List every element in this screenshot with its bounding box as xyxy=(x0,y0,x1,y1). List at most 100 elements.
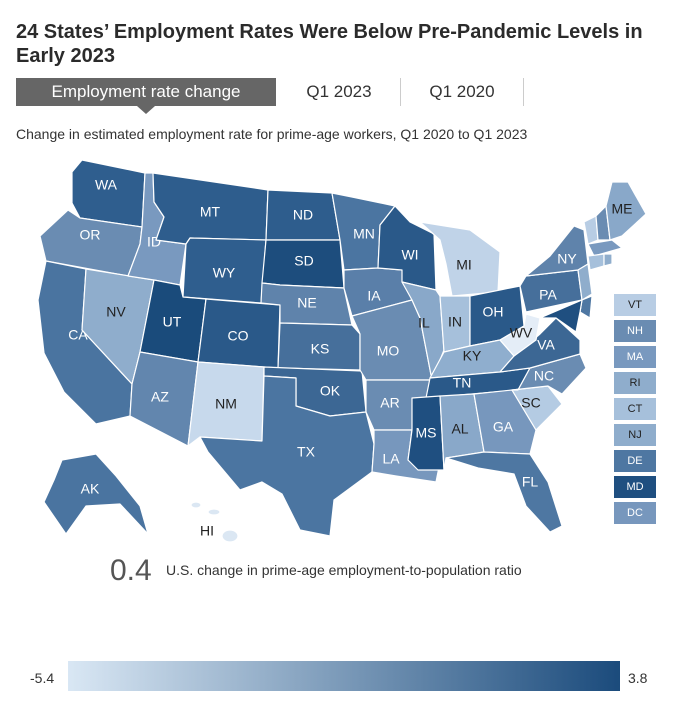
svg-text:AR: AR xyxy=(380,395,399,411)
svg-text:WY: WY xyxy=(213,265,236,281)
state-IN[interactable]: IN xyxy=(439,295,471,353)
svg-text:KS: KS xyxy=(311,341,330,357)
legend-min-label: -5.4 xyxy=(30,670,55,686)
svg-text:VT: VT xyxy=(628,299,642,311)
svg-text:ND: ND xyxy=(293,207,313,223)
svg-text:VA: VA xyxy=(537,337,555,353)
svg-text:DE: DE xyxy=(627,455,642,467)
svg-text:MO: MO xyxy=(377,343,400,359)
svg-text:CO: CO xyxy=(228,328,249,344)
small-state-box-MA[interactable]: MA xyxy=(614,346,656,368)
svg-text:NM: NM xyxy=(215,396,237,412)
chart-title: 24 States’ Employment Rates Were Below P… xyxy=(16,21,643,67)
svg-text:OK: OK xyxy=(320,383,341,399)
svg-text:WV: WV xyxy=(510,325,533,341)
state-CO[interactable]: CO xyxy=(197,298,281,369)
svg-text:PA: PA xyxy=(539,287,557,303)
small-state-box-DE[interactable]: DE xyxy=(614,450,656,472)
svg-text:AL: AL xyxy=(451,421,468,437)
small-state-box-DC[interactable]: DC xyxy=(614,502,656,524)
svg-text:WA: WA xyxy=(95,177,118,193)
state-TX[interactable]: TX xyxy=(199,375,375,537)
svg-text:NC: NC xyxy=(534,368,554,384)
state-NM[interactable]: NM xyxy=(187,361,265,447)
tab-employment-rate-change[interactable]: Employment rate change xyxy=(16,78,276,106)
state-MS[interactable]: MS xyxy=(407,395,445,471)
svg-text:TX: TX xyxy=(297,444,316,460)
state-NJ[interactable] xyxy=(577,263,593,301)
small-state-box-NJ[interactable]: NJ xyxy=(614,424,656,446)
tab-divider xyxy=(523,78,524,106)
state-WI[interactable]: WI xyxy=(377,205,437,291)
state-AL[interactable]: AL xyxy=(439,393,485,471)
svg-text:MI: MI xyxy=(456,257,472,273)
svg-text:RI: RI xyxy=(630,377,641,389)
svg-text:MT: MT xyxy=(200,204,221,220)
state-MD[interactable] xyxy=(539,299,583,333)
svg-text:DC: DC xyxy=(627,507,643,519)
svg-text:FL: FL xyxy=(522,474,539,490)
small-state-box-CT[interactable]: CT xyxy=(614,398,656,420)
svg-text:LA: LA xyxy=(382,451,400,467)
svg-text:NH: NH xyxy=(627,325,643,337)
state-SD[interactable]: SD xyxy=(261,239,345,289)
svg-text:UT: UT xyxy=(163,314,182,330)
small-state-box-VT[interactable]: VT xyxy=(614,294,656,316)
state-ND[interactable]: ND xyxy=(265,189,341,241)
tab-q1-2023[interactable]: Q1 2023 xyxy=(306,82,372,101)
small-states-legend: VT NH MA RI CT NJ DE MD xyxy=(614,294,656,524)
state-ME[interactable]: ME xyxy=(605,181,647,241)
svg-text:SD: SD xyxy=(294,253,313,269)
state-MT[interactable]: MT xyxy=(152,172,269,245)
svg-text:MA: MA xyxy=(627,351,644,363)
state-WA[interactable]: WA xyxy=(71,159,146,228)
state-CT[interactable] xyxy=(587,253,605,271)
state-KS[interactable]: KS xyxy=(277,322,361,371)
svg-text:AK: AK xyxy=(81,481,100,497)
state-MA[interactable] xyxy=(587,239,623,257)
legend-max-label: 3.8 xyxy=(628,670,648,686)
state-WY[interactable]: WY xyxy=(182,237,267,304)
state-FL[interactable]: FL xyxy=(445,451,563,533)
svg-text:IN: IN xyxy=(448,314,462,330)
color-scale-bar xyxy=(68,661,620,691)
state-HI[interactable]: HI xyxy=(190,501,239,543)
small-state-box-RI[interactable]: RI xyxy=(614,372,656,394)
svg-text:TN: TN xyxy=(453,375,472,391)
svg-text:ME: ME xyxy=(612,201,633,217)
us-change-caption: U.S. change in prime-age employment-to-p… xyxy=(166,562,522,578)
small-state-box-NH[interactable]: NH xyxy=(614,320,656,342)
svg-text:NJ: NJ xyxy=(628,429,641,441)
svg-text:OH: OH xyxy=(483,304,504,320)
svg-text:NE: NE xyxy=(297,295,316,311)
active-tab-pointer xyxy=(137,106,155,114)
state-RI[interactable] xyxy=(603,253,613,267)
chart-subtitle: Change in estimated employment rate for … xyxy=(16,126,528,142)
state-NE[interactable]: NE xyxy=(260,282,353,326)
svg-text:IA: IA xyxy=(367,288,381,304)
state-AZ[interactable]: AZ xyxy=(129,351,199,447)
svg-text:IL: IL xyxy=(418,315,430,331)
small-state-box-MD[interactable]: MD xyxy=(614,476,656,498)
svg-text:MS: MS xyxy=(416,425,437,441)
svg-text:WI: WI xyxy=(401,247,418,263)
svg-text:NV: NV xyxy=(106,304,126,320)
svg-text:HI: HI xyxy=(200,523,214,539)
state-MI[interactable]: MI xyxy=(419,221,501,297)
state-NY[interactable]: NY xyxy=(525,225,589,277)
svg-text:SC: SC xyxy=(521,395,540,411)
svg-text:CT: CT xyxy=(628,403,643,415)
svg-text:KY: KY xyxy=(463,348,482,364)
svg-text:NY: NY xyxy=(557,251,577,267)
svg-text:AZ: AZ xyxy=(151,389,169,405)
svg-text:GA: GA xyxy=(493,419,514,435)
svg-text:MD: MD xyxy=(626,481,643,493)
tab-q1-2020[interactable]: Q1 2020 xyxy=(429,82,495,101)
state-GA[interactable]: GA xyxy=(473,389,537,455)
svg-text:OR: OR xyxy=(80,227,101,243)
state-AK[interactable]: AK xyxy=(43,453,149,535)
tab-divider xyxy=(400,78,401,106)
us-change-value: 0.4 xyxy=(110,554,152,587)
svg-text:MN: MN xyxy=(353,226,375,242)
